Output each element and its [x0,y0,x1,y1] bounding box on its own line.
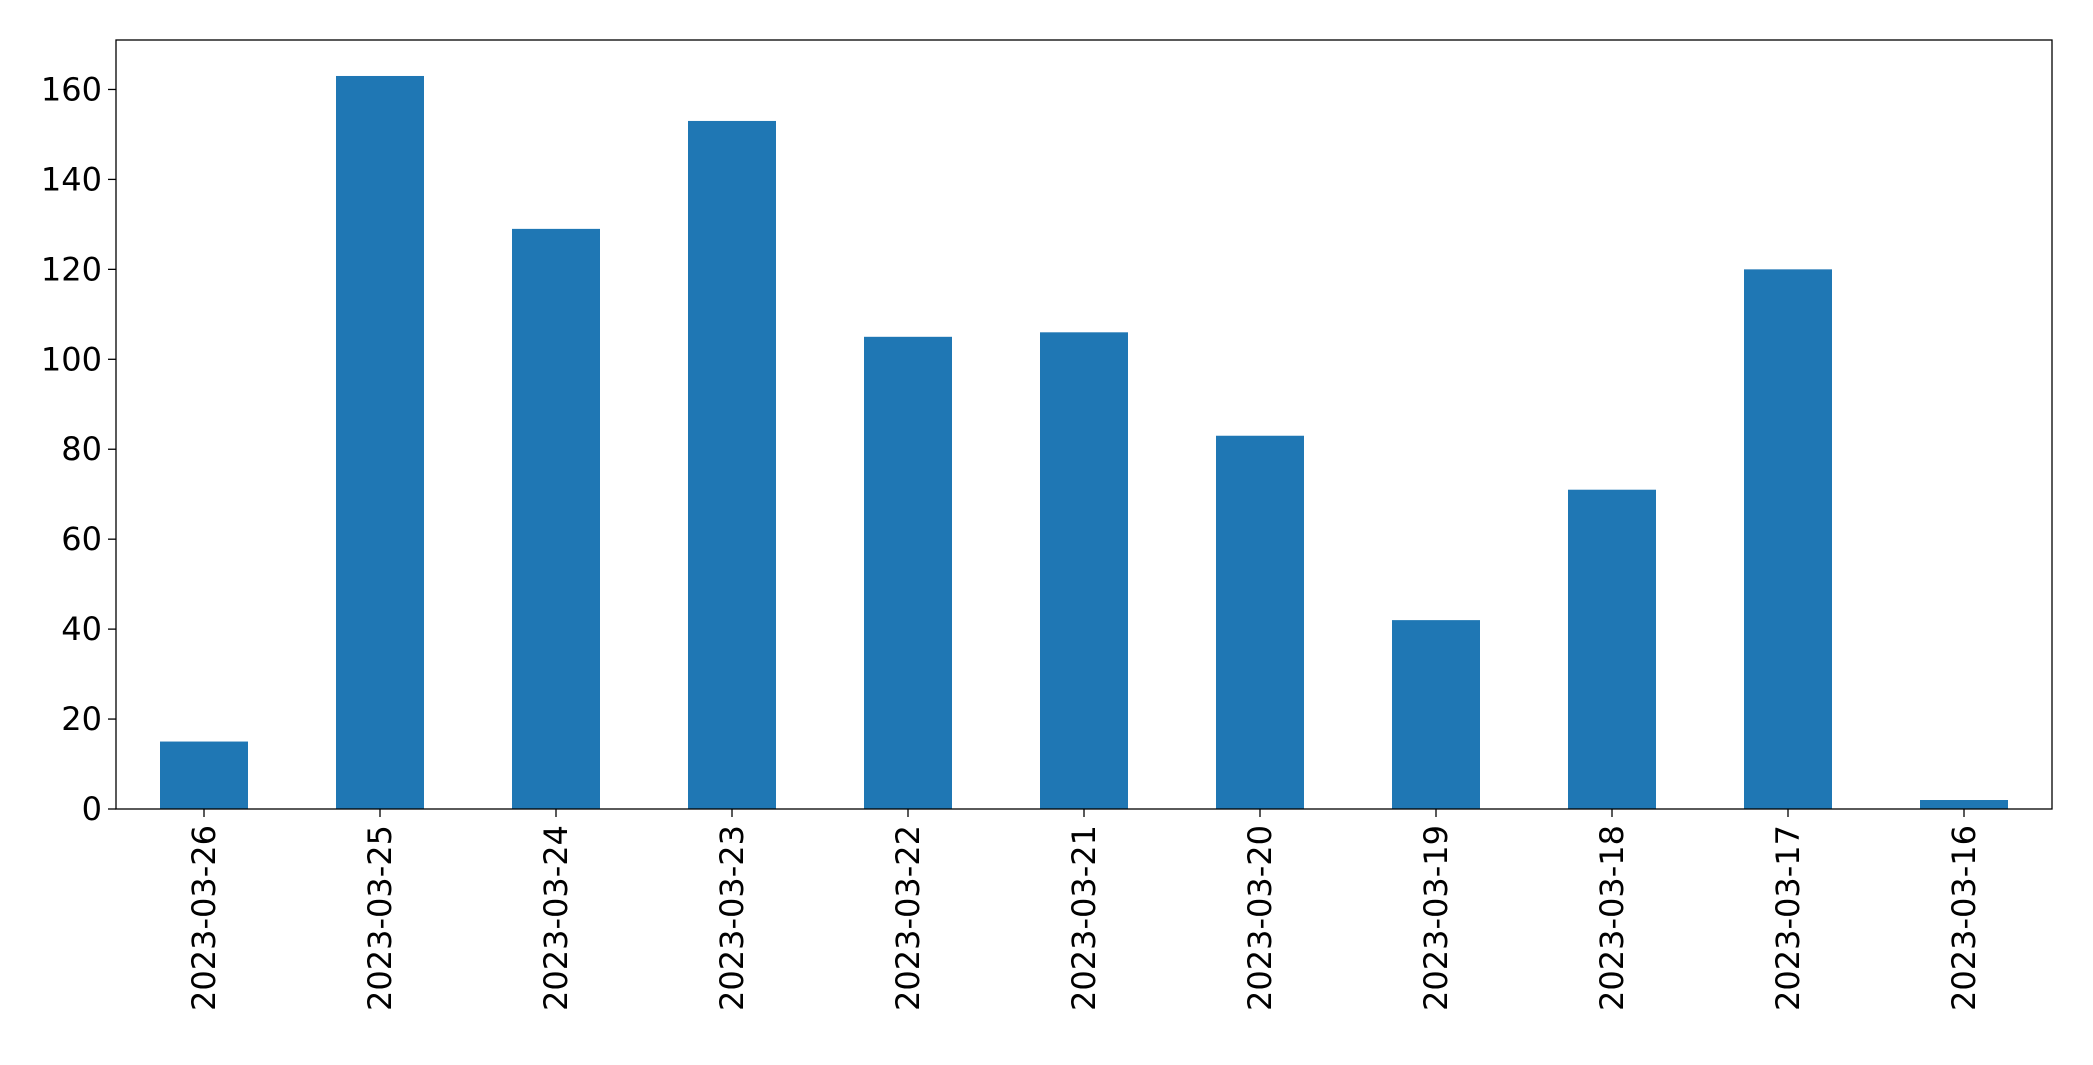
bar [1744,269,1832,809]
bar [1392,620,1480,809]
bar [1216,435,1304,809]
bar [512,228,600,809]
bar [336,75,424,809]
x-tick-label: 2023-03-20 [1241,825,1279,1011]
x-tick-label: 2023-03-18 [1593,825,1631,1011]
y-tick-label: 0 [82,790,102,828]
y-tick-label: 80 [61,430,102,468]
bar [864,336,952,809]
x-tick-label: 2023-03-17 [1769,825,1807,1011]
y-tick-label: 160 [41,70,102,108]
bar [1920,800,2008,809]
bar [1568,489,1656,809]
axes-frame [115,39,2053,810]
y-tick-label: 100 [41,340,102,378]
y-tick-label: 20 [61,700,102,738]
y-tick-label: 120 [41,250,102,288]
y-tick-label: 140 [41,160,102,198]
x-tick-label: 2023-03-25 [361,825,399,1011]
x-tick-label: 2023-03-21 [1065,825,1103,1011]
x-tick-label: 2023-03-22 [889,825,927,1011]
bar [688,120,776,809]
x-tick-label: 2023-03-19 [1417,825,1455,1011]
bar [1040,332,1128,809]
bar [160,741,248,809]
x-tick-label: 2023-03-26 [185,825,223,1011]
x-tick-label: 2023-03-23 [713,825,751,1011]
x-tick-label: 2023-03-24 [537,825,575,1011]
x-tick-label: 2023-03-16 [1945,825,1983,1011]
y-tick-label: 60 [61,520,102,558]
y-tick-label: 40 [61,610,102,648]
